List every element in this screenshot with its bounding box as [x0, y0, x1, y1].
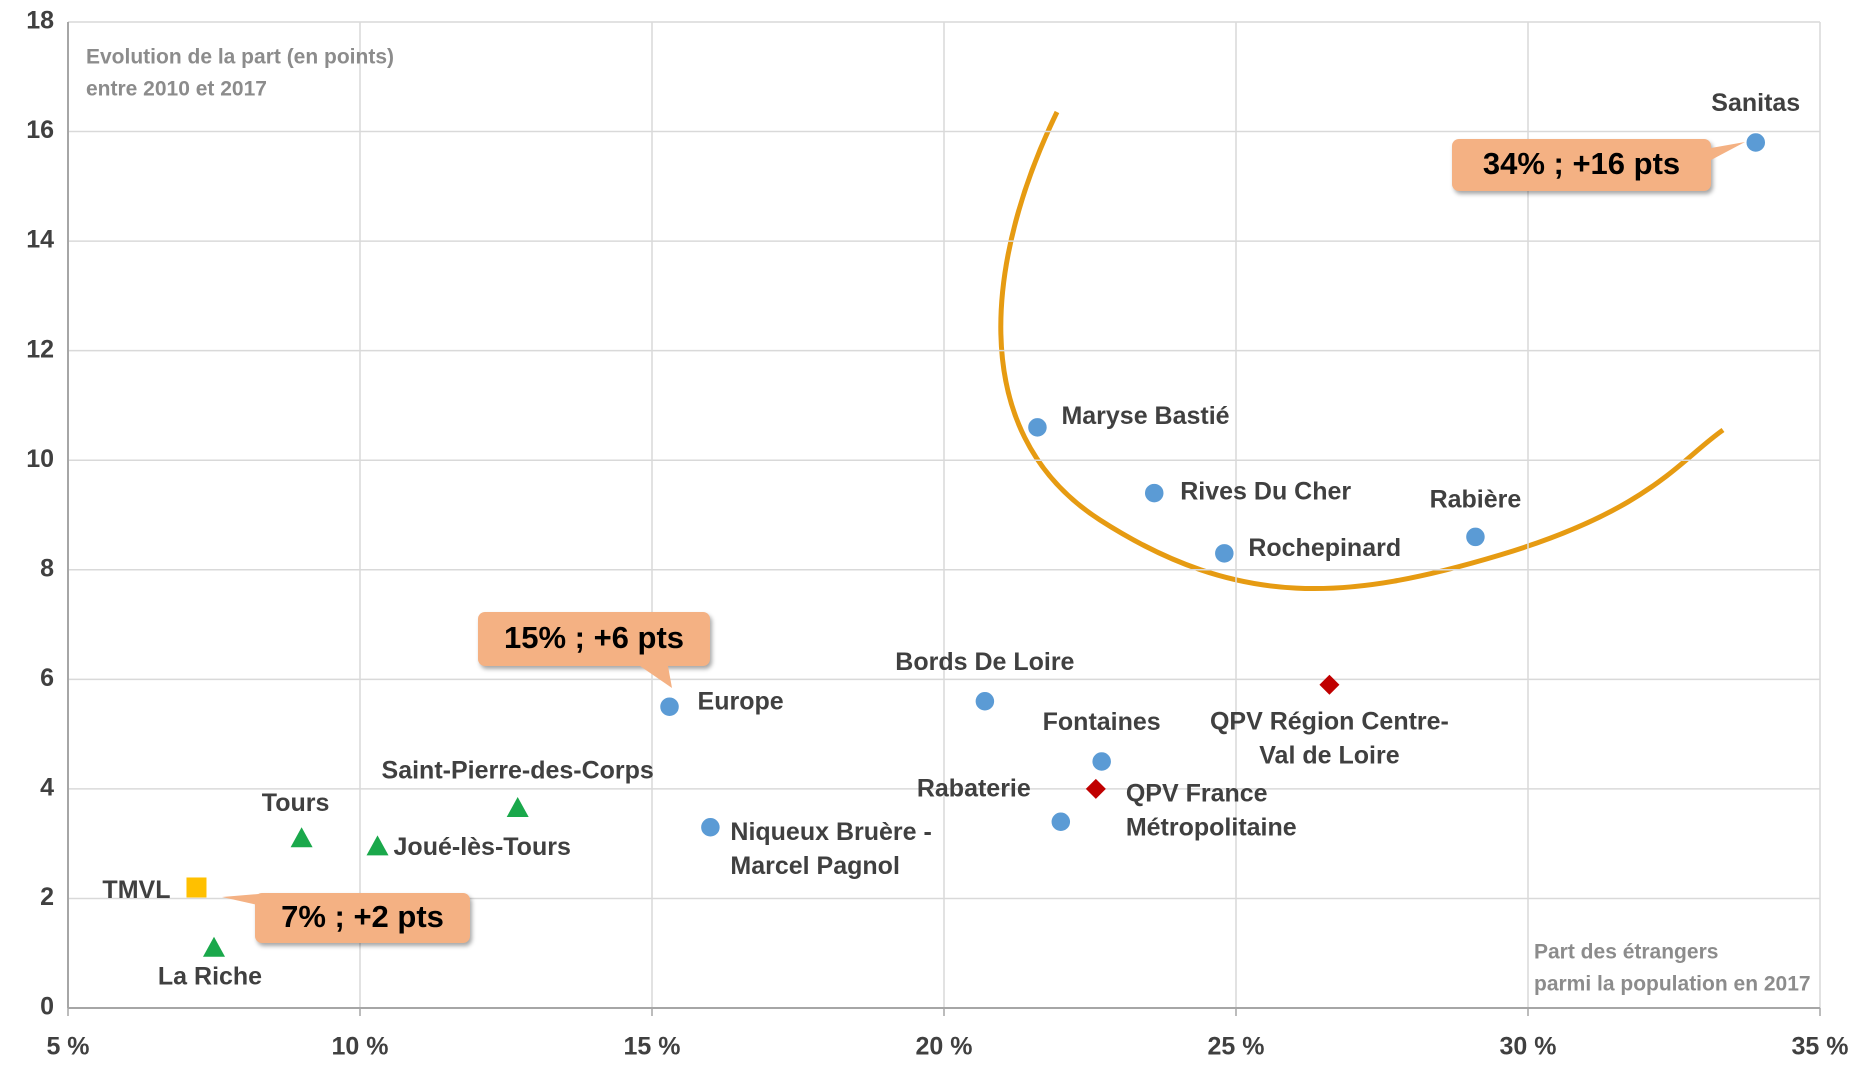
- callout-box: [255, 893, 470, 943]
- callout-box: [1452, 139, 1711, 191]
- y-tick-label: 4: [40, 773, 54, 801]
- point: [1464, 526, 1487, 548]
- callout-pointer: [222, 893, 270, 905]
- x-tick-label: 30 %: [1500, 1033, 1557, 1061]
- point: [1745, 131, 1767, 154]
- point-label: QPV Région Centre-: [1210, 707, 1449, 735]
- x-axis-title: Part des étrangers: [1534, 941, 1718, 964]
- point-label: Métropolitaine: [1126, 813, 1297, 841]
- y-tick-label: 10: [26, 445, 54, 473]
- x-tick-label: 35 %: [1792, 1033, 1849, 1061]
- point: [366, 835, 389, 856]
- point-label: Sanitas: [1711, 89, 1800, 117]
- x-tick-label: 25 %: [1208, 1033, 1265, 1061]
- callout-pointer: [1711, 142, 1745, 160]
- point: [699, 816, 722, 838]
- point-label: La Riche: [158, 962, 262, 990]
- x-tick-label: 15 %: [624, 1033, 681, 1061]
- point: [974, 690, 996, 712]
- point: [1050, 811, 1072, 833]
- x-axis-title: parmi la population en 2017: [1534, 973, 1811, 996]
- y-tick-label: 8: [40, 554, 54, 582]
- callout-text: 15% ; +6 pts: [504, 620, 684, 655]
- point-label: TMVL: [102, 876, 170, 904]
- y-axis-title: entre 2010 et 2017: [86, 78, 267, 101]
- point: [203, 936, 225, 957]
- x-tick-label: 20 %: [916, 1033, 973, 1061]
- point: [1143, 482, 1165, 504]
- x-tick-label: 5 %: [46, 1033, 89, 1061]
- point-label: Val de Loire: [1259, 741, 1399, 769]
- y-tick-label: 12: [26, 335, 54, 363]
- y-tick-label: 14: [26, 226, 54, 254]
- point: [1213, 542, 1236, 565]
- point-label: Europe: [698, 687, 784, 715]
- point: [658, 695, 681, 718]
- point: [1026, 416, 1049, 439]
- x-tick-label: 10 %: [332, 1033, 389, 1061]
- point-label: Fontaines: [1043, 708, 1161, 736]
- callout-text: 34% ; +16 pts: [1483, 146, 1680, 181]
- callout-box: [478, 612, 710, 666]
- callout-text: 7% ; +2 pts: [281, 899, 444, 934]
- highlight-arc: [998, 110, 1725, 591]
- point-label: Rives Du Cher: [1180, 478, 1351, 506]
- point-label: Niqueux Bruère -: [730, 818, 931, 846]
- point-label: QPV France: [1126, 779, 1268, 807]
- y-tick-label: 0: [40, 993, 54, 1021]
- point-label: Rabière: [1430, 486, 1522, 514]
- y-tick-label: 2: [40, 883, 54, 911]
- point: [1319, 674, 1340, 695]
- point-label: Marcel Pagnol: [730, 852, 900, 880]
- y-tick-label: 6: [40, 664, 54, 692]
- point-label: Saint-Pierre-des-Corps: [382, 757, 654, 785]
- point: [506, 797, 529, 818]
- callout-pointer: [640, 666, 672, 688]
- y-tick-label: 16: [26, 116, 54, 144]
- point-label: Rochepinard: [1248, 534, 1401, 562]
- point: [290, 827, 313, 848]
- y-axis-title: Evolution de la part (en points): [86, 46, 394, 69]
- point-label: Joué-lès-Tours: [394, 833, 571, 861]
- point: [1085, 778, 1106, 799]
- point-label: Tours: [262, 789, 330, 817]
- point-label: Rabaterie: [917, 774, 1031, 802]
- point: [1090, 750, 1113, 773]
- point: [186, 877, 207, 898]
- point-label: Maryse Bastié: [1061, 402, 1229, 430]
- y-tick-label: 18: [26, 7, 54, 35]
- point-label: Bords De Loire: [895, 648, 1074, 676]
